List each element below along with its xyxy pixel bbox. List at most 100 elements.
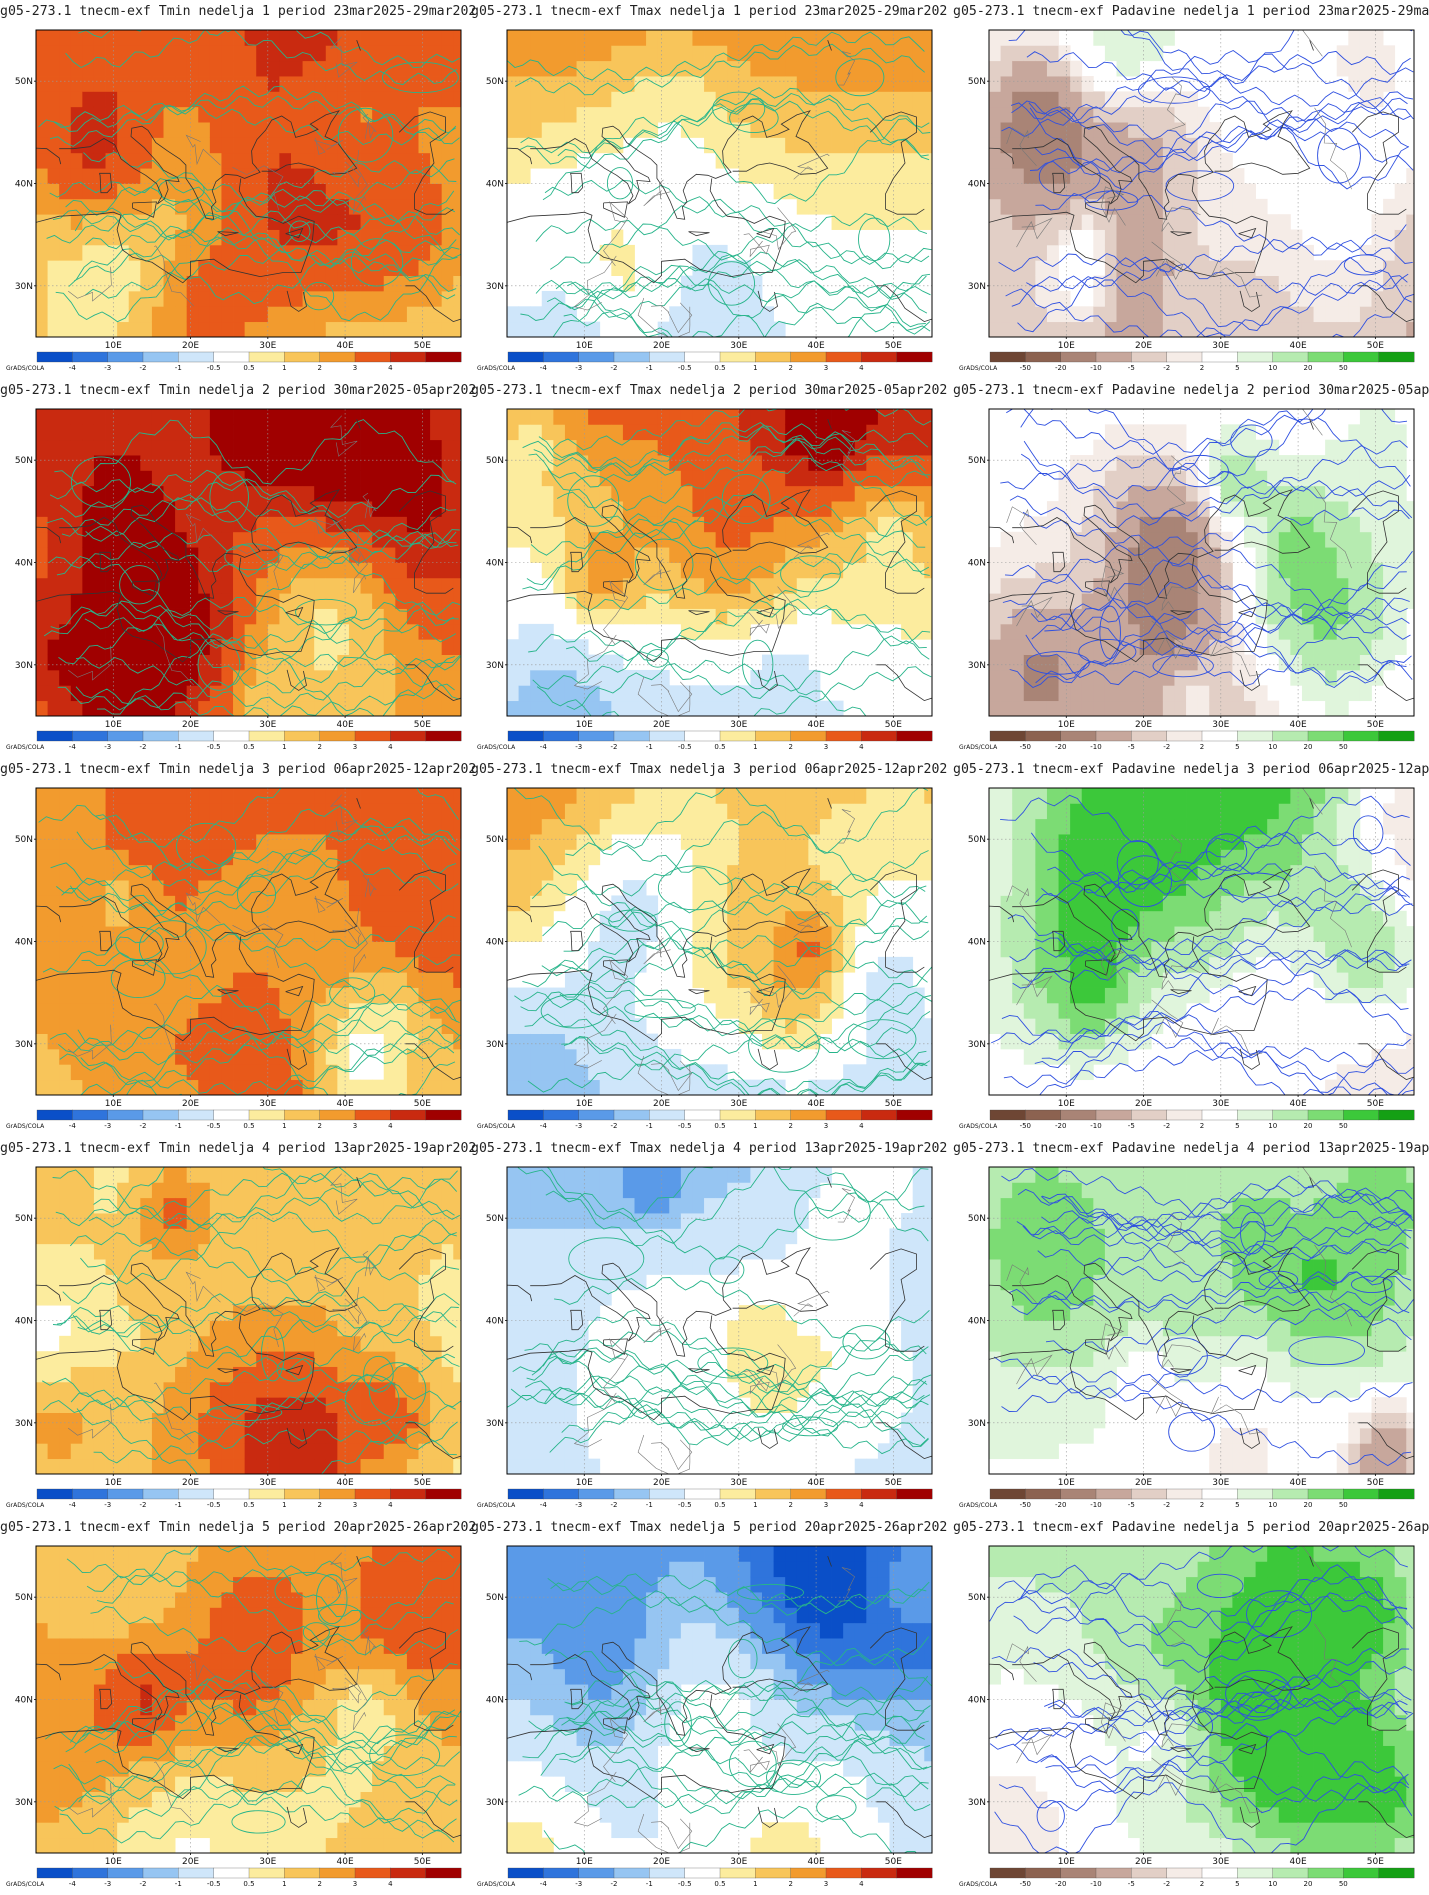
lat-tick-label: 50N <box>486 1214 504 1224</box>
coastlines <box>36 798 461 1081</box>
lat-tick-label: 30N <box>968 1419 986 1429</box>
contour-lines <box>522 409 932 716</box>
coastlines <box>507 419 932 702</box>
colorbar-tick-label: 1 <box>282 743 286 751</box>
lon-tick-label: 10E <box>576 1478 593 1488</box>
colorbar-tick-label: 2 <box>317 1122 321 1130</box>
colorbar-swatch <box>1201 730 1238 742</box>
colorbar-tick-label: 2 <box>788 743 792 751</box>
lat-tick-label: 30N <box>15 1419 33 1429</box>
lon-tick-label: 30E <box>730 1099 747 1109</box>
colorbar-tick-label: -20 <box>1055 1880 1066 1888</box>
colorbar-swatch <box>178 1488 215 1500</box>
colorbar-swatch <box>1166 1109 1203 1121</box>
map-figure: 30N 40N 50N 10E 20E 30E 40E 50E -50 -20 -10 -5 -2 2 5 1… <box>959 1166 1415 1509</box>
colorbar-swatch <box>684 351 721 363</box>
coastlines <box>989 798 1414 1081</box>
colorbar-swatch <box>1201 1109 1238 1121</box>
colorbar-tick-label: -4 <box>69 1122 77 1130</box>
lat-tick-label: 30N <box>968 661 986 671</box>
colorbar-swatch <box>107 351 144 363</box>
colorbar-swatch <box>1237 1109 1274 1121</box>
colorbar-tick-label: 0.5 <box>714 364 725 372</box>
lon-tick-label: 10E <box>105 1099 122 1109</box>
colorbar-swatch <box>684 1109 721 1121</box>
coastlines <box>36 1556 461 1839</box>
colorbar-swatch <box>319 1488 356 1500</box>
colorbar-swatch <box>319 1867 356 1879</box>
lat-tick-label: 30N <box>15 1798 33 1808</box>
map-panel-tmax-week-1: g05-273.1 tnecm-exf Tmax nedelja 1 perio… <box>471 0 947 379</box>
lat-tick-label: 30N <box>486 282 504 292</box>
lon-tick-label: 50E <box>1367 720 1384 730</box>
map-panel-tmax-week-2: g05-273.1 tnecm-exf Tmax nedelja 2 perio… <box>471 379 947 758</box>
colorbar-tick-label: -10 <box>1090 1880 1101 1888</box>
colorbar-swatch <box>425 1488 462 1500</box>
colorbar-tick-label: -0.5 <box>678 1501 692 1509</box>
colorbar-swatch <box>1095 730 1132 742</box>
lat-tick-label: 40N <box>486 180 504 190</box>
lat-tick-label: 50N <box>486 456 504 466</box>
colorbar-swatch <box>578 351 615 363</box>
lon-tick-label: 10E <box>105 720 122 730</box>
colorbar-swatch <box>354 351 391 363</box>
colorbar-tick-label: 5 <box>1235 1880 1239 1888</box>
colorbar-swatch <box>248 1488 285 1500</box>
coastlines <box>989 40 1414 323</box>
colorbar-swatch <box>178 730 215 742</box>
lat-tick-label: 50N <box>968 456 986 466</box>
lon-tick-label: 40E <box>337 1099 354 1109</box>
coastlines <box>989 419 1414 702</box>
lon-tick-label: 30E <box>730 341 747 351</box>
colorbar-tick-label: -10 <box>1090 1501 1101 1509</box>
colorbar-tick-label: -0.5 <box>207 1880 221 1888</box>
colorbar-tick-label: 3 <box>824 1122 828 1130</box>
colorbar-swatch <box>36 351 73 363</box>
grads-credit: GrADS/COLA <box>959 365 998 372</box>
colorbar-swatch <box>390 1867 427 1879</box>
colorbar-swatch <box>507 1109 544 1121</box>
colorbar-tick-label: 1 <box>753 1122 757 1130</box>
colorbar-tick-label: -1 <box>646 364 653 372</box>
colorbar-swatch <box>613 1488 650 1500</box>
lat-tick-label: 30N <box>15 282 33 292</box>
colorbar: -4 -3 -2 -1 -0.5 0.5 1 2 3 4 GrADS/COLA <box>6 730 462 751</box>
panel-title: g05-273.1 tnecm-exf Padavine nedelja 3 p… <box>953 762 1429 777</box>
colorbar-tick-label: -0.5 <box>207 743 221 751</box>
lat-tick-label: 50N <box>15 1593 33 1603</box>
colorbar-swatch <box>72 1488 109 1500</box>
colorbar-swatch <box>790 1488 827 1500</box>
colorbar-tick-label: 2 <box>1200 1501 1204 1509</box>
colorbar-swatch <box>72 351 109 363</box>
lon-tick-label: 50E <box>414 341 431 351</box>
shaded-field <box>989 1546 1414 1853</box>
colorbar-swatch <box>649 730 686 742</box>
colorbar-swatch <box>507 730 544 742</box>
colorbar-tick-label: -2 <box>611 1501 618 1509</box>
colorbar-swatch <box>825 1488 862 1500</box>
lon-tick-label: 50E <box>885 1099 902 1109</box>
colorbar-tick-label: 1 <box>753 1880 757 1888</box>
lon-tick-label: 30E <box>1212 1099 1229 1109</box>
panel-title: g05-273.1 tnecm-exf Padavine nedelja 5 p… <box>953 1520 1429 1535</box>
shaded-field <box>36 1167 461 1474</box>
colorbar-tick-label: -2 <box>140 1122 147 1130</box>
lat-tick-label: 30N <box>968 1040 986 1050</box>
colorbar-tick-label: -0.5 <box>678 1880 692 1888</box>
colorbar-swatch <box>1025 351 1062 363</box>
colorbar-swatch <box>1307 730 1344 742</box>
lon-tick-label: 30E <box>1212 341 1229 351</box>
colorbar-tick-label: 3 <box>353 1880 357 1888</box>
colorbar-tick-label: -2 <box>1163 364 1170 372</box>
colorbar-swatch <box>1060 1867 1097 1879</box>
borders <box>573 1188 855 1474</box>
map-panel-prec-week-2: g05-273.1 tnecm-exf Padavine nedelja 2 p… <box>953 379 1429 758</box>
colorbar-tick-label: -20 <box>1055 364 1066 372</box>
lat-tick-label: 40N <box>968 938 986 948</box>
map-panel-tmin-week-2: g05-273.1 tnecm-exf Tmin nedelja 2 perio… <box>0 379 476 758</box>
graticule <box>989 1546 1414 1853</box>
contour-lines <box>43 419 461 716</box>
colorbar-swatch <box>755 1867 792 1879</box>
borders <box>1006 30 1352 298</box>
